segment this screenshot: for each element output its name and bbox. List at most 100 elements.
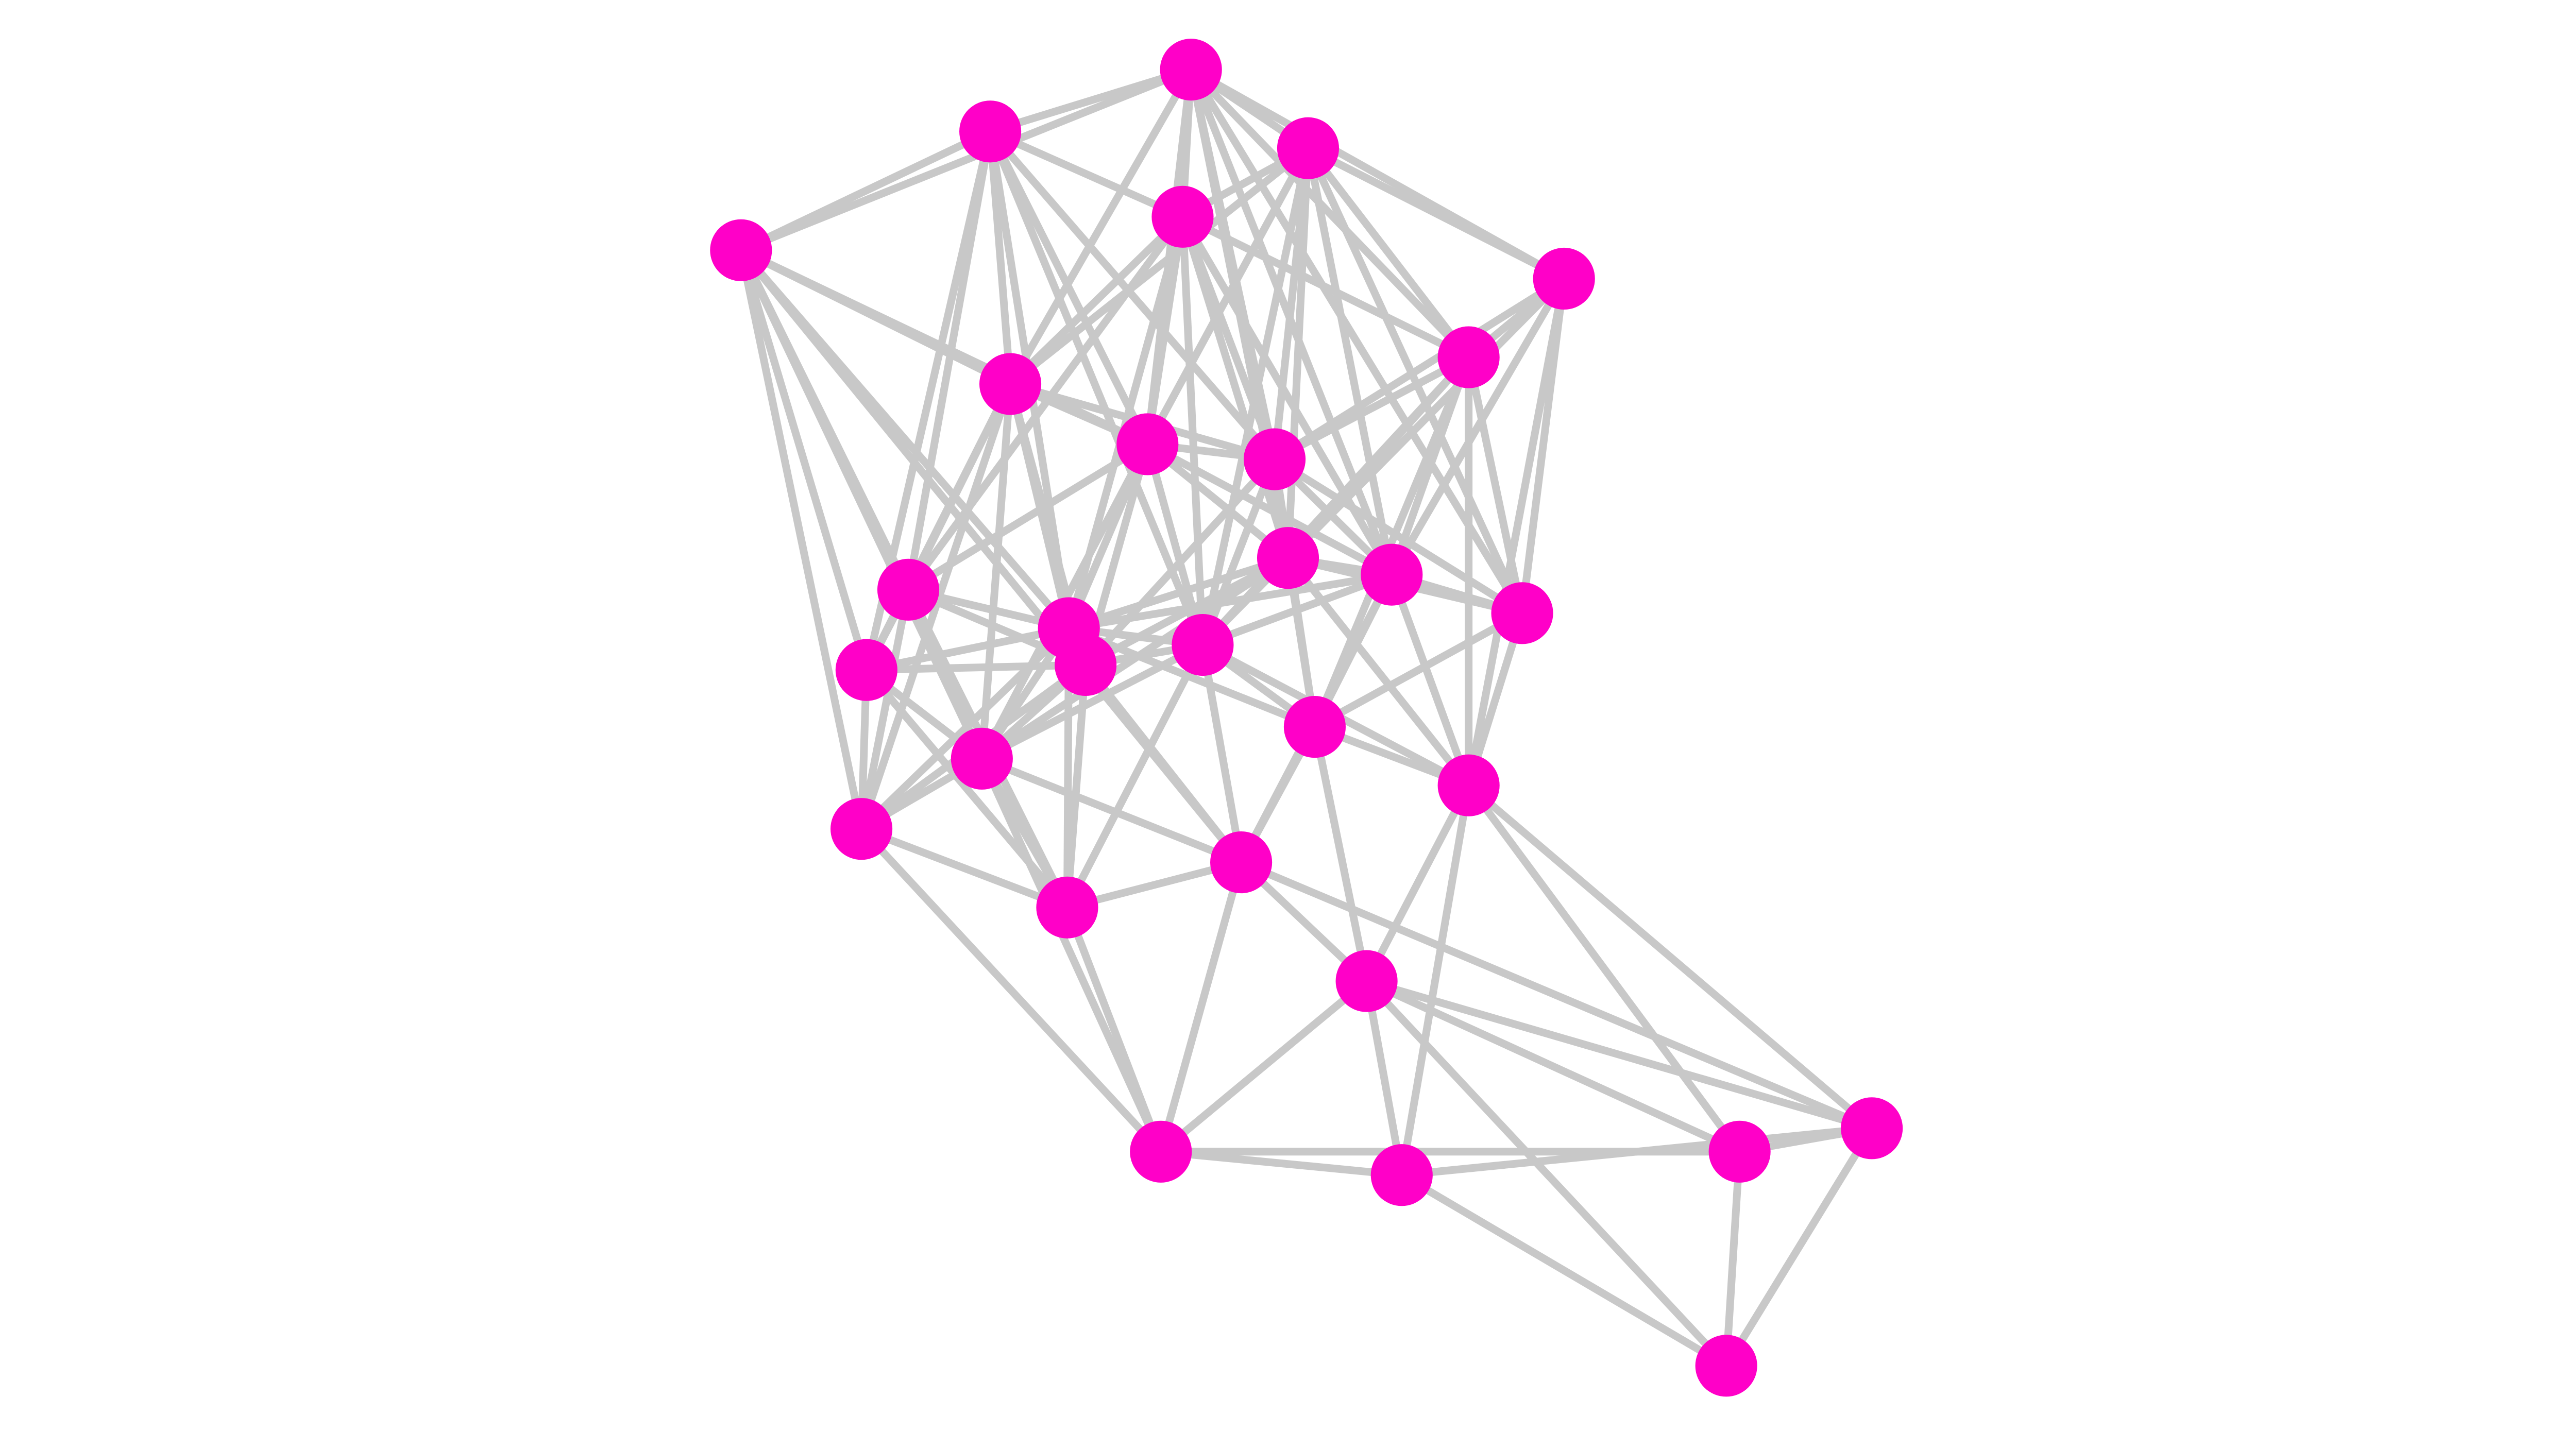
graph-edge-19-22 — [980, 755, 1243, 866]
graph-edge-4-21 — [737, 249, 866, 830]
graph-node-21 — [831, 798, 893, 860]
graph-node-26 — [1370, 1144, 1433, 1206]
graph-edge-2-6 — [1305, 146, 1472, 360]
graph-edge-23-25 — [1063, 906, 1165, 1153]
graph-edge-6-12 — [1465, 356, 1526, 614]
graph-edge-24-25 — [1158, 978, 1369, 1155]
graph-node-29 — [1695, 1335, 1757, 1397]
graph-edge-3-10 — [1179, 215, 1292, 559]
graph-node-28 — [1841, 1097, 1903, 1160]
graph-edge-9-16 — [1199, 457, 1278, 646]
graph-node-23 — [1036, 876, 1098, 939]
graph-edge-14-18 — [1067, 624, 1316, 731]
graph-edge-14-21 — [858, 625, 1072, 832]
graph-edge-7-19 — [978, 383, 1014, 759]
graph-edge-11-16 — [1201, 571, 1393, 649]
graph-edge-20-26 — [1398, 785, 1473, 1176]
graph-edge-10-14 — [1067, 554, 1290, 632]
graph-edge-15-17 — [866, 661, 1086, 674]
graph-edge-11-20 — [1388, 573, 1472, 787]
node-layer — [710, 39, 1903, 1397]
graph-edge-12-18 — [1313, 609, 1524, 730]
graph-edge-1-8 — [987, 129, 1151, 446]
graph-edge-0-6 — [1188, 66, 1472, 360]
graph-edge-0-7 — [1007, 67, 1195, 386]
graph-edge-3-11 — [1179, 215, 1395, 577]
graph-edge-18-24 — [1311, 726, 1370, 982]
graph-edge-8-11 — [1145, 440, 1394, 578]
graph-node-12 — [1491, 582, 1553, 644]
graph-edge-22-28 — [1240, 859, 1874, 1132]
graph-edge-21-23 — [860, 825, 1069, 911]
graph-edge-24-28 — [1365, 977, 1873, 1132]
graph-node-18 — [1283, 696, 1346, 758]
graph-edge-2-12 — [1304, 146, 1526, 615]
graph-edge-2-7 — [1008, 145, 1311, 387]
graph-node-13 — [877, 558, 940, 621]
graph-edge-24-29 — [1364, 978, 1730, 1369]
graph-node-6 — [1437, 326, 1500, 388]
graph-node-17 — [835, 639, 897, 701]
graph-node-0 — [1160, 39, 1222, 101]
graph-edge-20-24 — [1363, 783, 1472, 983]
graph-node-20 — [1437, 754, 1500, 816]
graph-edge-14-17 — [866, 624, 1070, 674]
graph-edge-6-9 — [1273, 353, 1471, 463]
graph-edge-15-22 — [1082, 662, 1244, 865]
graph-edge-2-5 — [1306, 145, 1566, 282]
graph-edge-26-29 — [1399, 1171, 1728, 1369]
graph-edge-28-29 — [1723, 1126, 1875, 1368]
graph-node-16 — [1172, 613, 1234, 676]
graph-node-15 — [1055, 634, 1117, 696]
graph-edge-21-25 — [858, 826, 1164, 1154]
graph-edge-5-11 — [1388, 277, 1568, 577]
graph-edge-3-16 — [1178, 216, 1207, 645]
graph-edge-10-20 — [1285, 555, 1472, 788]
graph-node-8 — [1116, 413, 1179, 475]
graph-node-25 — [1130, 1120, 1192, 1183]
graph-edge-20-27 — [1465, 783, 1743, 1154]
graph-node-9 — [1243, 428, 1306, 490]
graph-edge-8-13 — [906, 441, 1150, 593]
graph-node-4 — [710, 219, 772, 281]
graph-edge-5-20 — [1465, 278, 1568, 787]
graph-edge-3-8 — [1143, 216, 1187, 445]
graph-edge-1-3 — [989, 128, 1184, 220]
graph-edge-0-4 — [739, 66, 1193, 254]
graph-edge-19-25 — [978, 757, 1165, 1153]
graph-edge-1-9 — [987, 129, 1278, 462]
graph-edge-1-4 — [739, 128, 992, 254]
graph-edge-11-14 — [1068, 571, 1393, 632]
graph-edge-16-19 — [980, 641, 1205, 762]
graph-node-3 — [1151, 185, 1214, 248]
graph-edge-7-21 — [857, 383, 1014, 830]
graph-edge-2-10 — [1284, 148, 1312, 558]
graph-edge-22-25 — [1157, 861, 1245, 1153]
graph-edge-27-29 — [1722, 1151, 1744, 1366]
graph-edge-24-26 — [1363, 980, 1406, 1176]
graph-edge-13-21 — [857, 589, 912, 830]
graph-edge-24-27 — [1365, 977, 1741, 1155]
graph-node-5 — [1533, 247, 1595, 310]
graph-edge-3-7 — [1007, 214, 1185, 387]
graph-edge-25-26 — [1160, 1148, 1402, 1179]
graph-edge-9-12 — [1273, 456, 1524, 617]
graph-edge-26-28 — [1401, 1124, 1872, 1179]
graph-edge-2-11 — [1304, 147, 1396, 576]
graph-edge-5-9 — [1273, 275, 1566, 463]
graph-node-10 — [1257, 527, 1319, 589]
graph-edge-1-16 — [987, 130, 1207, 646]
graph-edge-16-23 — [1063, 643, 1207, 910]
graph-node-22 — [1210, 831, 1273, 894]
graph-edge-3-6 — [1181, 213, 1470, 361]
graph-edge-2-16 — [1199, 147, 1312, 646]
graph-node-11 — [1361, 543, 1423, 606]
graph-edge-16-22 — [1199, 644, 1245, 863]
graph-node-19 — [951, 727, 1013, 790]
graph-node-24 — [1335, 950, 1398, 1012]
graph-edge-20-28 — [1466, 782, 1874, 1132]
graph-node-27 — [1708, 1120, 1771, 1183]
graph-edge-4-17 — [737, 249, 870, 671]
graph-node-1 — [959, 100, 1022, 163]
